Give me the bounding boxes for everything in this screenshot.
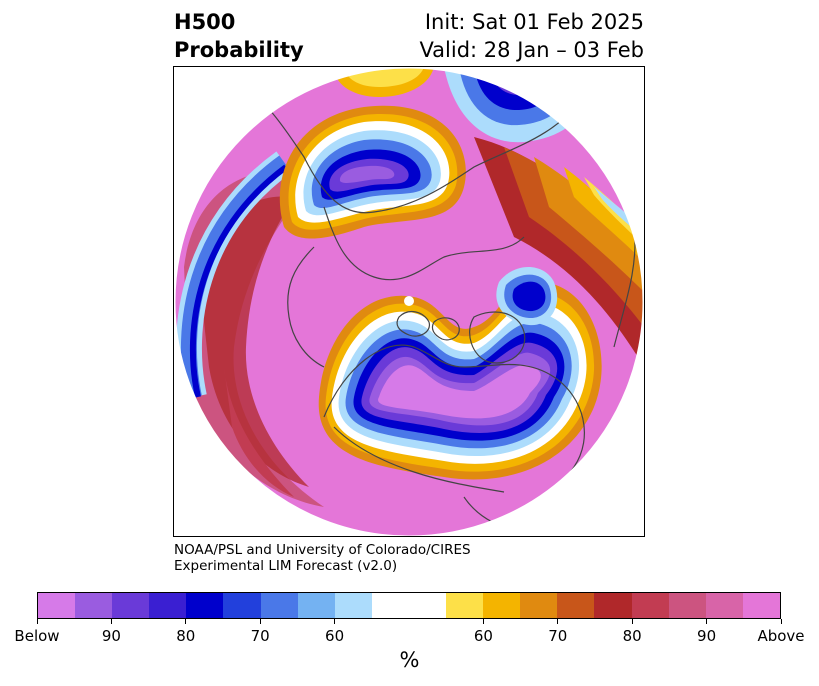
colorbar-tick <box>557 619 559 624</box>
colorbar-tick <box>36 619 38 624</box>
chart-title-right: Init: Sat 01 Feb 2025 Valid: 28 Jan – 03… <box>419 8 644 64</box>
title-valid-range: Valid: 28 Jan – 03 Feb <box>419 38 644 62</box>
credit-line-2: Experimental LIM Forecast (v2.0) <box>174 558 398 574</box>
colorbar-tick-label: Above <box>757 627 805 645</box>
colorbar-tick <box>706 619 708 624</box>
polar-probability-map <box>174 67 644 536</box>
central-trough <box>318 281 602 480</box>
colorbar-segment <box>260 593 298 618</box>
colorbar-segment <box>705 593 743 618</box>
colorbar-segment <box>557 593 595 618</box>
colorbar-segment <box>408 593 447 618</box>
title-init-date: Init: Sat 01 Feb 2025 <box>424 10 644 34</box>
colorbar-tick-label: Below <box>14 627 60 645</box>
colorbar-tick-label: 80 <box>176 627 196 645</box>
credit-text: NOAA/PSL and University of Colorado/CIRE… <box>174 542 471 574</box>
colorbar-segment <box>631 593 669 618</box>
map-panel <box>173 66 645 537</box>
colorbar-segment <box>297 593 335 618</box>
colorbar-tick-label: 70 <box>250 627 270 645</box>
colorbar-segment <box>668 593 706 618</box>
colorbar-segment <box>446 593 484 618</box>
colorbar-tick <box>334 619 336 624</box>
colorbar-segment <box>520 593 558 618</box>
colorbar-tick-label: 90 <box>101 627 121 645</box>
colorbar-tick-label: 60 <box>325 627 345 645</box>
chart-title-left: H500 Probability <box>174 8 304 64</box>
colorbar-tick <box>185 619 187 624</box>
probability-field <box>175 68 643 536</box>
colorbar-segment <box>149 593 187 618</box>
colorbar-segment <box>112 593 150 618</box>
colorbar-tick-label: 80 <box>622 627 642 645</box>
colorbar-segment <box>223 593 261 618</box>
colorbar <box>37 592 781 619</box>
colorbar-unit: % <box>399 648 420 672</box>
colorbar-ticks: Below 90 80 70 60 60 70 80 90 Above <box>0 619 819 649</box>
map-boundary <box>174 67 644 536</box>
northwest-low <box>279 105 466 239</box>
colorbar-tick <box>259 619 261 624</box>
north-yellow-cap <box>334 68 434 97</box>
colorbar-tick-label: 90 <box>697 627 717 645</box>
colorbar-segment <box>186 593 224 618</box>
colorbar-segment <box>371 593 409 618</box>
colorbar-tick <box>780 619 782 624</box>
colorbar-segment <box>75 593 113 618</box>
credit-line-1: NOAA/PSL and University of Colorado/CIRE… <box>174 542 471 558</box>
colorbar-segment <box>334 593 372 618</box>
colorbar-segment <box>594 593 632 618</box>
colorbar-segment <box>742 593 780 618</box>
blue-arc-west <box>175 151 292 400</box>
north-pole-marker <box>404 296 414 306</box>
colorbar-tick <box>631 619 633 624</box>
center-right-blue-blob <box>496 267 558 326</box>
colorbar-tick-label: 60 <box>473 627 493 645</box>
colorbar-tick <box>482 619 484 624</box>
colorbar-segment <box>483 593 521 618</box>
title-variable: H500 <box>174 10 236 34</box>
title-quantity: Probability <box>174 38 304 62</box>
colorbar-tick <box>110 619 112 624</box>
colorbar-tick-label: 70 <box>548 627 568 645</box>
colorbar-segment <box>38 593 76 618</box>
